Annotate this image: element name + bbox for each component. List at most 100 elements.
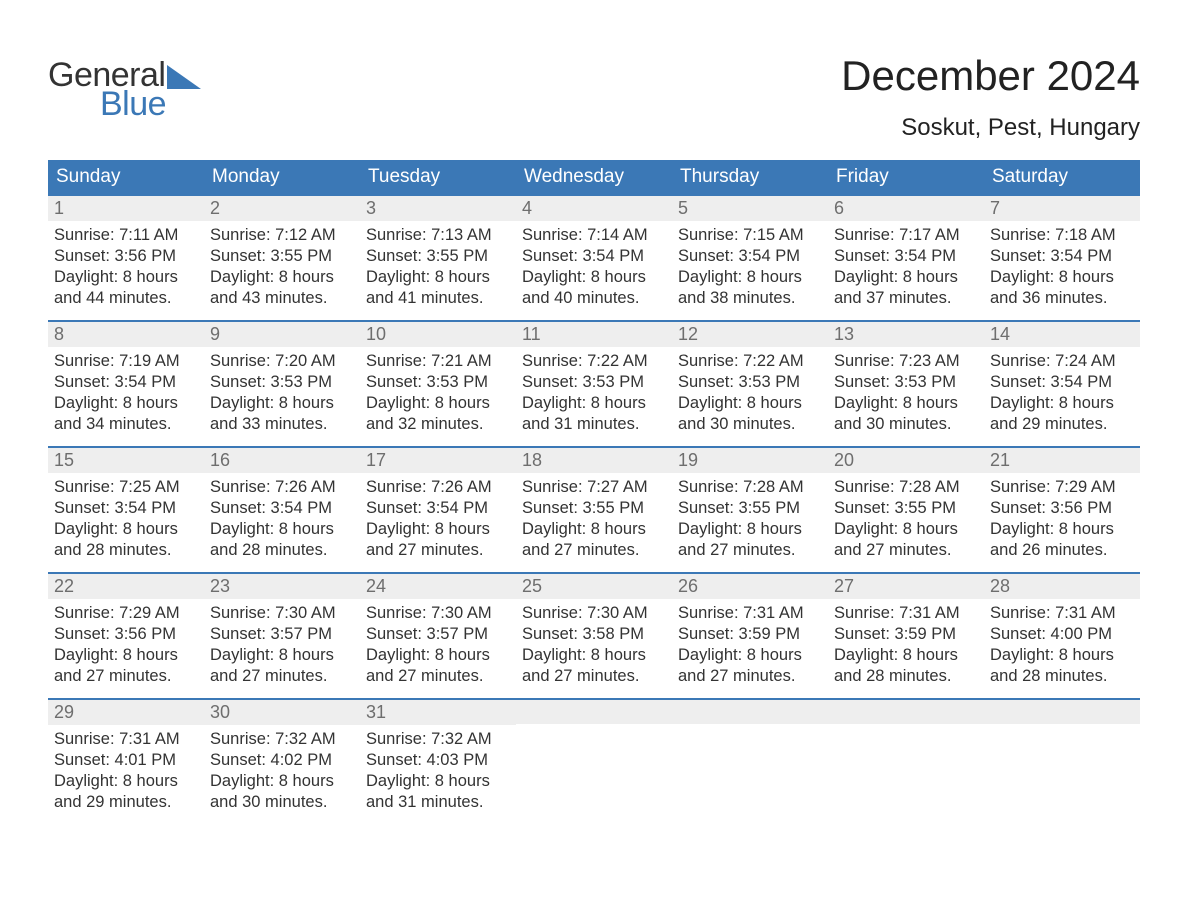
sunset-text: Sunset: 3:58 PM (522, 624, 666, 645)
daylight-line2: and 33 minutes. (210, 414, 354, 435)
day-cell: 14Sunrise: 7:24 AMSunset: 3:54 PMDayligh… (984, 322, 1140, 446)
day-number: 26 (672, 574, 828, 599)
day-number: 12 (672, 322, 828, 347)
sunset-text: Sunset: 3:55 PM (834, 498, 978, 519)
day-header-wednesday: Wednesday (516, 160, 672, 194)
day-body: Sunrise: 7:30 AMSunset: 3:57 PMDaylight:… (360, 599, 516, 691)
day-number: 1 (48, 196, 204, 221)
sunrise-text: Sunrise: 7:26 AM (366, 477, 510, 498)
daylight-line2: and 27 minutes. (522, 540, 666, 561)
daylight-line1: Daylight: 8 hours (366, 393, 510, 414)
sunrise-text: Sunrise: 7:31 AM (678, 603, 822, 624)
daylight-line1: Daylight: 8 hours (678, 267, 822, 288)
day-number: 22 (48, 574, 204, 599)
day-cell: 23Sunrise: 7:30 AMSunset: 3:57 PMDayligh… (204, 574, 360, 698)
week-row: 1Sunrise: 7:11 AMSunset: 3:56 PMDaylight… (48, 194, 1140, 320)
day-number: 28 (984, 574, 1140, 599)
daylight-line1: Daylight: 8 hours (210, 645, 354, 666)
day-header-tuesday: Tuesday (360, 160, 516, 194)
daylight-line2: and 27 minutes. (678, 540, 822, 561)
day-number: 21 (984, 448, 1140, 473)
daylight-line1: Daylight: 8 hours (54, 267, 198, 288)
sunset-text: Sunset: 3:54 PM (990, 246, 1134, 267)
daylight-line1: Daylight: 8 hours (210, 393, 354, 414)
sunset-text: Sunset: 3:54 PM (366, 498, 510, 519)
day-cell: 17Sunrise: 7:26 AMSunset: 3:54 PMDayligh… (360, 448, 516, 572)
day-cell: 7Sunrise: 7:18 AMSunset: 3:54 PMDaylight… (984, 196, 1140, 320)
daylight-line2: and 36 minutes. (990, 288, 1134, 309)
daylight-line2: and 32 minutes. (366, 414, 510, 435)
week-row: 15Sunrise: 7:25 AMSunset: 3:54 PMDayligh… (48, 446, 1140, 572)
title-block: December 2024 Soskut, Pest, Hungary (841, 28, 1140, 142)
day-body: Sunrise: 7:21 AMSunset: 3:53 PMDaylight:… (360, 347, 516, 439)
daylight-line2: and 28 minutes. (990, 666, 1134, 687)
weeks-container: 1Sunrise: 7:11 AMSunset: 3:56 PMDaylight… (48, 194, 1140, 824)
week-row: 22Sunrise: 7:29 AMSunset: 3:56 PMDayligh… (48, 572, 1140, 698)
sunset-text: Sunset: 3:59 PM (678, 624, 822, 645)
daylight-line2: and 27 minutes. (210, 666, 354, 687)
day-cell: 19Sunrise: 7:28 AMSunset: 3:55 PMDayligh… (672, 448, 828, 572)
day-cell: 13Sunrise: 7:23 AMSunset: 3:53 PMDayligh… (828, 322, 984, 446)
sunset-text: Sunset: 3:56 PM (54, 246, 198, 267)
day-body: Sunrise: 7:15 AMSunset: 3:54 PMDaylight:… (672, 221, 828, 313)
daylight-line1: Daylight: 8 hours (990, 267, 1134, 288)
logo-text-blue: Blue (100, 85, 201, 124)
daylight-line1: Daylight: 8 hours (990, 645, 1134, 666)
daylight-line1: Daylight: 8 hours (522, 393, 666, 414)
daylight-line1: Daylight: 8 hours (522, 267, 666, 288)
daylight-line2: and 27 minutes. (834, 540, 978, 561)
day-cell: 20Sunrise: 7:28 AMSunset: 3:55 PMDayligh… (828, 448, 984, 572)
day-cell: 16Sunrise: 7:26 AMSunset: 3:54 PMDayligh… (204, 448, 360, 572)
day-number: 24 (360, 574, 516, 599)
sunset-text: Sunset: 3:54 PM (210, 498, 354, 519)
day-number: 4 (516, 196, 672, 221)
sunset-text: Sunset: 3:53 PM (678, 372, 822, 393)
day-body: Sunrise: 7:22 AMSunset: 3:53 PMDaylight:… (672, 347, 828, 439)
day-cell (516, 700, 672, 824)
sunset-text: Sunset: 3:56 PM (54, 624, 198, 645)
sunrise-text: Sunrise: 7:30 AM (366, 603, 510, 624)
sunset-text: Sunset: 3:54 PM (990, 372, 1134, 393)
day-body: Sunrise: 7:32 AMSunset: 4:03 PMDaylight:… (360, 725, 516, 817)
empty-day-number (984, 700, 1140, 724)
sunrise-text: Sunrise: 7:32 AM (210, 729, 354, 750)
daylight-line1: Daylight: 8 hours (366, 645, 510, 666)
day-body: Sunrise: 7:13 AMSunset: 3:55 PMDaylight:… (360, 221, 516, 313)
day-body: Sunrise: 7:31 AMSunset: 3:59 PMDaylight:… (672, 599, 828, 691)
daylight-line2: and 30 minutes. (678, 414, 822, 435)
sunrise-text: Sunrise: 7:17 AM (834, 225, 978, 246)
day-body: Sunrise: 7:28 AMSunset: 3:55 PMDaylight:… (828, 473, 984, 565)
day-cell: 6Sunrise: 7:17 AMSunset: 3:54 PMDaylight… (828, 196, 984, 320)
daylight-line1: Daylight: 8 hours (366, 267, 510, 288)
sunset-text: Sunset: 3:53 PM (210, 372, 354, 393)
day-cell: 26Sunrise: 7:31 AMSunset: 3:59 PMDayligh… (672, 574, 828, 698)
sunrise-text: Sunrise: 7:13 AM (366, 225, 510, 246)
daylight-line1: Daylight: 8 hours (678, 519, 822, 540)
day-cell: 21Sunrise: 7:29 AMSunset: 3:56 PMDayligh… (984, 448, 1140, 572)
sunrise-text: Sunrise: 7:30 AM (522, 603, 666, 624)
empty-day-number (516, 700, 672, 724)
sunrise-text: Sunrise: 7:28 AM (834, 477, 978, 498)
sunrise-text: Sunrise: 7:31 AM (54, 729, 198, 750)
day-body: Sunrise: 7:22 AMSunset: 3:53 PMDaylight:… (516, 347, 672, 439)
day-number: 27 (828, 574, 984, 599)
day-body: Sunrise: 7:24 AMSunset: 3:54 PMDaylight:… (984, 347, 1140, 439)
sunset-text: Sunset: 3:53 PM (522, 372, 666, 393)
day-number: 3 (360, 196, 516, 221)
daylight-line2: and 29 minutes. (990, 414, 1134, 435)
day-body: Sunrise: 7:32 AMSunset: 4:02 PMDaylight:… (204, 725, 360, 817)
sunrise-text: Sunrise: 7:23 AM (834, 351, 978, 372)
day-number: 23 (204, 574, 360, 599)
day-body: Sunrise: 7:31 AMSunset: 4:01 PMDaylight:… (48, 725, 204, 817)
daylight-line1: Daylight: 8 hours (54, 645, 198, 666)
day-body: Sunrise: 7:26 AMSunset: 3:54 PMDaylight:… (204, 473, 360, 565)
day-body: Sunrise: 7:29 AMSunset: 3:56 PMDaylight:… (984, 473, 1140, 565)
day-body: Sunrise: 7:27 AMSunset: 3:55 PMDaylight:… (516, 473, 672, 565)
day-cell: 25Sunrise: 7:30 AMSunset: 3:58 PMDayligh… (516, 574, 672, 698)
week-row: 8Sunrise: 7:19 AMSunset: 3:54 PMDaylight… (48, 320, 1140, 446)
daylight-line1: Daylight: 8 hours (834, 393, 978, 414)
sunrise-text: Sunrise: 7:24 AM (990, 351, 1134, 372)
sunset-text: Sunset: 3:54 PM (522, 246, 666, 267)
daylight-line1: Daylight: 8 hours (834, 267, 978, 288)
day-number: 6 (828, 196, 984, 221)
